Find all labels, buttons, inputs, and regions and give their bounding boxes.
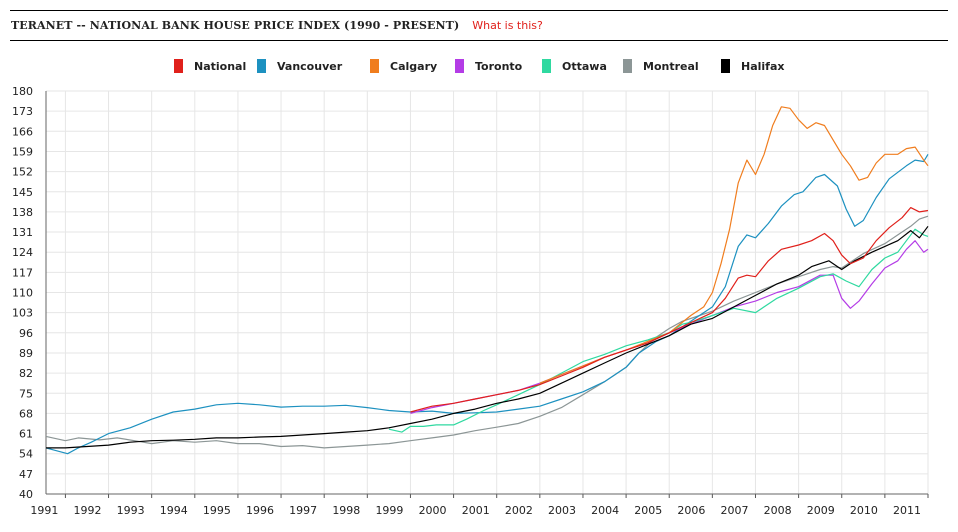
- x-tick-label: 1996: [246, 504, 274, 517]
- legend-label: Ottawa: [562, 60, 607, 73]
- legend-label: Halifax: [741, 60, 784, 73]
- legend-swatch: [257, 59, 266, 73]
- series-line-ottawa: [388, 228, 929, 433]
- x-tick-label: 1992: [74, 504, 102, 517]
- legend-item-vancouver[interactable]: Vancouver: [257, 59, 343, 73]
- legend-item-montreal[interactable]: Montreal: [623, 59, 699, 73]
- x-tick-label: 2003: [548, 504, 576, 517]
- x-tick-label: 2004: [591, 504, 619, 517]
- x-tick-label: 2002: [505, 504, 533, 517]
- y-tick-label: 40: [19, 488, 33, 501]
- series-line-montreal: [45, 215, 929, 449]
- y-tick-label: 145: [12, 186, 33, 199]
- y-tick-label: 89: [19, 347, 33, 360]
- series-line-vancouver: [45, 153, 929, 455]
- series-line-calgary: [539, 106, 929, 384]
- x-tick-label: 2010: [850, 504, 878, 517]
- series-lines: [45, 106, 929, 455]
- x-tick-label: 1999: [375, 504, 403, 517]
- y-tick-label: 138: [12, 206, 33, 219]
- title-rule-top: [10, 10, 948, 11]
- legend-item-toronto[interactable]: Toronto: [455, 59, 523, 73]
- y-tick-label: 180: [12, 85, 33, 98]
- y-tick-label: 61: [19, 428, 33, 441]
- x-tick-label: 1994: [160, 504, 188, 517]
- axes: 40 47 54 61 68 75 82 89 96 103 110 117 124 131 138 145 1…: [12, 85, 929, 517]
- grid: [46, 90, 929, 495]
- title-rule-bottom: [10, 40, 948, 41]
- y-tick-label: 124: [12, 246, 33, 259]
- legend-label: Toronto: [475, 60, 523, 73]
- series-line-halifax: [46, 225, 929, 449]
- x-tick-label: 1998: [332, 504, 360, 517]
- legend-label: Calgary: [390, 60, 437, 73]
- legend-swatch: [455, 59, 464, 73]
- y-tick-label: 131: [12, 226, 33, 239]
- y-tick-label: 68: [19, 407, 33, 420]
- y-tick-label: 103: [12, 307, 33, 320]
- x-tick-label: 2008: [764, 504, 792, 517]
- y-tick-label: 166: [12, 125, 33, 138]
- legend-swatch: [721, 59, 730, 73]
- legend-swatch: [623, 59, 632, 73]
- x-tick-label: 2007: [720, 504, 748, 517]
- legend-label: National: [194, 60, 246, 73]
- x-tick-label: 2005: [634, 504, 662, 517]
- series-line-national: [410, 207, 929, 413]
- x-tick-label: 2011: [893, 504, 921, 517]
- y-tick-label: 110: [12, 287, 33, 300]
- y-tick-label: 159: [12, 145, 33, 158]
- y-tick-label: 152: [12, 166, 33, 179]
- legend-label: Vancouver: [277, 60, 343, 73]
- x-tick-label: 2000: [419, 504, 447, 517]
- legend-item-national[interactable]: National: [174, 59, 246, 73]
- y-tick-label: 96: [19, 327, 33, 340]
- legend-swatch: [174, 59, 183, 73]
- legend-swatch: [370, 59, 379, 73]
- what-is-this-link[interactable]: What is this?: [472, 18, 543, 32]
- legend: National Vancouver Calgary Toronto Ottawa Mon…: [174, 59, 784, 73]
- legend-item-halifax[interactable]: Halifax: [721, 59, 784, 73]
- y-tick-label: 54: [19, 448, 33, 461]
- x-tick-label: 1997: [289, 504, 317, 517]
- x-tick-label: 1995: [203, 504, 231, 517]
- y-tick-label: 47: [19, 468, 33, 481]
- legend-swatch: [542, 59, 551, 73]
- chart-title: TERANET -- NATIONAL BANK HOUSE PRICE IND…: [11, 18, 460, 32]
- x-tick-label: 1991: [30, 504, 58, 517]
- y-tick-label: 117: [12, 266, 33, 279]
- x-tick-label: 2006: [677, 504, 705, 517]
- x-tick-label: 1993: [117, 504, 145, 517]
- y-tick-label: 82: [19, 367, 33, 380]
- x-tick-label: 2001: [462, 504, 490, 517]
- y-tick-label: 75: [19, 387, 33, 400]
- legend-item-calgary[interactable]: Calgary: [370, 59, 437, 73]
- title-row: TERANET -- NATIONAL BANK HOUSE PRICE IND…: [11, 17, 543, 33]
- x-tick-label: 2009: [807, 504, 835, 517]
- legend-label: Montreal: [643, 60, 699, 73]
- legend-item-ottawa[interactable]: Ottawa: [542, 59, 607, 73]
- y-tick-label: 173: [12, 105, 33, 118]
